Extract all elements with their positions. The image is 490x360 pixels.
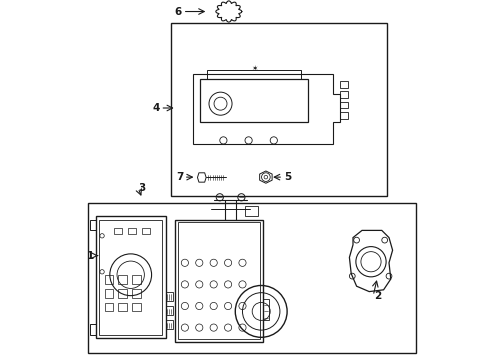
Bar (132, 303, 141, 311)
Bar (114, 228, 122, 234)
Bar (166, 320, 173, 329)
Text: ✶: ✶ (251, 65, 257, 74)
Circle shape (228, 10, 230, 13)
Bar (128, 228, 136, 234)
Text: 3: 3 (139, 183, 146, 193)
Text: 4: 4 (152, 103, 160, 113)
Bar (132, 289, 141, 298)
Bar (118, 289, 127, 298)
Bar (166, 292, 173, 301)
Text: 5: 5 (284, 172, 291, 182)
Bar (341, 112, 348, 119)
Text: 2: 2 (374, 291, 381, 301)
Bar (99, 220, 162, 335)
Bar (104, 303, 113, 311)
Bar (132, 275, 141, 284)
Bar (178, 222, 260, 339)
Text: 1: 1 (87, 251, 94, 261)
Bar (104, 289, 113, 298)
Text: 7: 7 (176, 172, 183, 182)
Bar (171, 23, 387, 196)
Bar (341, 81, 348, 88)
Bar (263, 299, 270, 320)
Bar (118, 275, 127, 284)
Bar (341, 91, 348, 98)
Bar (88, 203, 416, 353)
Polygon shape (216, 1, 242, 22)
Text: 6: 6 (175, 6, 182, 17)
Bar (104, 275, 113, 284)
Bar (166, 306, 173, 315)
Bar (118, 303, 127, 311)
Bar (341, 102, 348, 108)
Bar (143, 228, 150, 234)
